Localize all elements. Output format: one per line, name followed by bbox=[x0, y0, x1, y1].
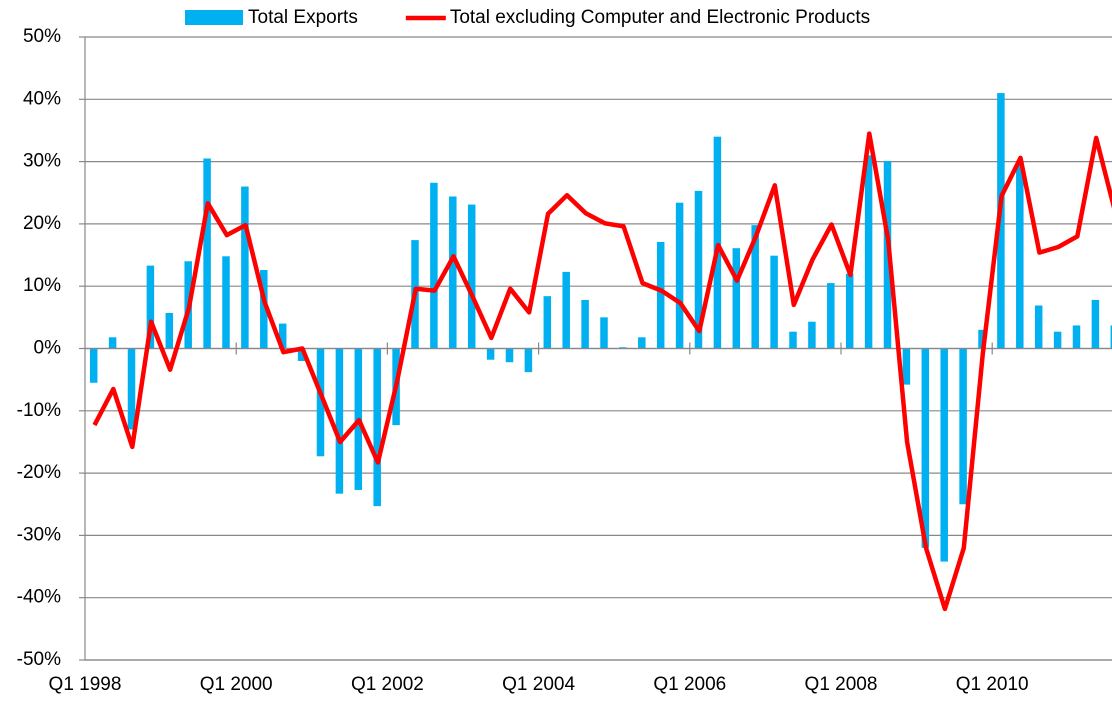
bar bbox=[1110, 325, 1112, 349]
bar bbox=[1053, 331, 1062, 349]
bar bbox=[1072, 325, 1081, 349]
bar bbox=[222, 256, 230, 349]
bar bbox=[430, 182, 438, 349]
bar bbox=[146, 265, 155, 349]
legend-label: Total excluding Computer and Electronic … bbox=[450, 7, 870, 28]
x-tick-label: Q1 2002 bbox=[351, 674, 424, 695]
bar bbox=[297, 348, 306, 361]
bar bbox=[373, 348, 381, 507]
bar bbox=[902, 348, 911, 385]
bar bbox=[449, 196, 457, 349]
bar bbox=[486, 348, 495, 360]
bar bbox=[89, 348, 98, 383]
bar bbox=[524, 348, 533, 373]
bar bbox=[751, 225, 759, 349]
bar bbox=[675, 202, 684, 349]
legend-label: Total Exports bbox=[248, 7, 358, 28]
y-tick-label: 20% bbox=[23, 213, 61, 234]
bar bbox=[316, 348, 325, 457]
bar bbox=[600, 317, 608, 349]
bar bbox=[732, 248, 741, 349]
y-tick-label: -30% bbox=[17, 524, 61, 545]
bar bbox=[241, 186, 249, 349]
y-tick-label: -10% bbox=[17, 400, 61, 421]
bar bbox=[656, 241, 665, 349]
bar bbox=[581, 299, 589, 349]
bar bbox=[770, 255, 778, 349]
x-tick-label: Q1 1998 bbox=[49, 674, 122, 695]
bar bbox=[467, 204, 476, 349]
bar bbox=[827, 283, 835, 349]
y-tick-label: 10% bbox=[23, 275, 61, 296]
y-tick-label: 30% bbox=[23, 151, 61, 172]
line bbox=[92, 131, 1112, 612]
bar bbox=[127, 348, 136, 430]
bar bbox=[278, 323, 287, 349]
bar bbox=[562, 271, 570, 349]
bar bbox=[108, 337, 117, 349]
bar bbox=[165, 312, 174, 349]
bar bbox=[260, 270, 268, 349]
bar bbox=[203, 158, 211, 349]
bar bbox=[921, 348, 930, 548]
bar bbox=[335, 348, 344, 494]
x-tick-label: Q1 2004 bbox=[502, 674, 575, 695]
bar bbox=[845, 273, 854, 349]
bar bbox=[978, 329, 986, 349]
y-tick-label: -40% bbox=[17, 587, 61, 608]
y-tick-label: 50% bbox=[23, 26, 61, 47]
x-tick-label: Q1 2000 bbox=[200, 674, 273, 695]
bar bbox=[543, 296, 552, 349]
bar bbox=[789, 331, 797, 349]
bar bbox=[1091, 299, 1100, 349]
bar bbox=[808, 321, 816, 349]
x-tick-label: Q1 2008 bbox=[805, 674, 878, 695]
bar bbox=[713, 136, 722, 349]
bar bbox=[638, 337, 646, 349]
y-tick-label: -50% bbox=[17, 649, 61, 670]
bar bbox=[1016, 161, 1024, 349]
bar bbox=[864, 155, 873, 349]
y-tick-label: 0% bbox=[34, 338, 62, 359]
bar bbox=[694, 190, 703, 349]
bar bbox=[940, 348, 948, 562]
x-tick-label: Q1 2010 bbox=[956, 674, 1029, 695]
bar bbox=[619, 347, 627, 349]
bar bbox=[1034, 305, 1043, 349]
legend-swatch bbox=[185, 10, 243, 25]
y-tick-label: 40% bbox=[23, 88, 61, 109]
y-tick-label: -20% bbox=[17, 462, 61, 483]
bar bbox=[959, 348, 967, 505]
bar bbox=[505, 348, 514, 363]
x-tick-label: Q1 2006 bbox=[653, 674, 726, 695]
